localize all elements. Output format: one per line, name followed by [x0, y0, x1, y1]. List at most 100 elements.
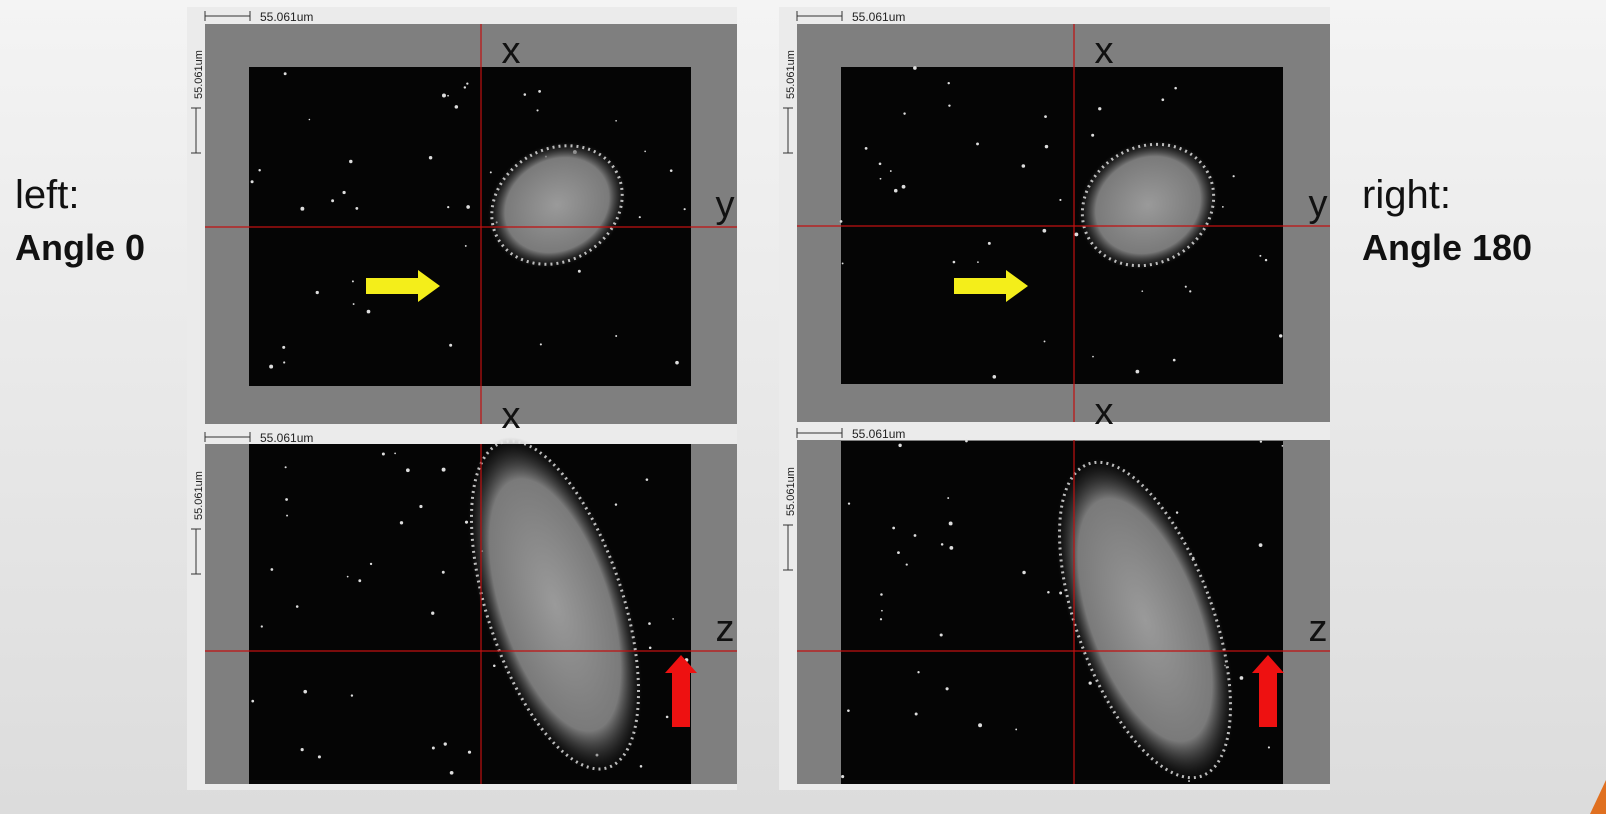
speckle	[447, 95, 449, 97]
speckle	[953, 261, 956, 264]
speckle	[284, 72, 287, 75]
speckle	[1189, 290, 1191, 292]
speckle	[879, 162, 882, 165]
speckle	[1185, 286, 1187, 288]
speckle	[684, 208, 686, 210]
speckle	[286, 515, 288, 517]
speckle	[615, 120, 617, 122]
speckle	[1022, 571, 1025, 574]
speckle	[892, 527, 895, 530]
speckle	[993, 375, 997, 379]
speckle	[1259, 255, 1261, 257]
speckle	[917, 671, 919, 673]
speckle	[400, 521, 403, 524]
speckle	[1260, 440, 1262, 442]
speckle	[258, 169, 260, 171]
speckle	[447, 206, 449, 208]
speckle	[672, 618, 674, 620]
speckle	[965, 440, 968, 443]
speckle	[897, 551, 900, 554]
speckle	[419, 505, 422, 508]
speckle	[1233, 175, 1235, 177]
speckle	[880, 593, 883, 596]
speckle	[251, 700, 254, 703]
speckle	[903, 112, 905, 114]
speckle	[442, 468, 446, 472]
speckle	[880, 178, 882, 180]
speckle	[370, 563, 372, 565]
speckle	[847, 709, 850, 712]
speckle	[316, 291, 319, 294]
image-panel: 55.061um55.061umz	[187, 416, 737, 793]
speckle	[842, 262, 844, 264]
speckle	[382, 453, 385, 456]
speckle	[342, 191, 345, 194]
speckle	[271, 568, 274, 571]
speckle	[1176, 511, 1178, 513]
axis-letter: z	[1309, 608, 1328, 650]
speckle	[1222, 206, 1224, 208]
speckle	[644, 151, 646, 153]
speckle	[988, 242, 991, 245]
speckle	[578, 270, 581, 273]
speckle	[1044, 340, 1046, 342]
speckle	[1042, 229, 1046, 233]
speckle	[615, 335, 617, 337]
speckle	[352, 280, 354, 282]
speckle	[367, 310, 371, 314]
speckle	[303, 690, 307, 694]
speckle	[538, 90, 541, 93]
speckle	[301, 748, 304, 751]
speckle	[251, 180, 254, 183]
axis-letter: y	[716, 184, 735, 226]
speckle	[941, 543, 944, 546]
speckle	[949, 546, 953, 550]
speckle	[349, 160, 352, 163]
speckle	[429, 156, 432, 159]
speckle	[646, 478, 649, 481]
slide: left: Angle 0 right: Angle 180 55.061um5…	[0, 0, 1606, 814]
caption: right:	[1362, 173, 1451, 217]
speckle	[1089, 681, 1092, 684]
speckle	[444, 742, 447, 745]
speckle	[865, 147, 868, 150]
speckle	[353, 303, 355, 305]
speckle	[881, 610, 883, 612]
speckle	[880, 618, 882, 620]
speckle	[1091, 134, 1094, 137]
speckle	[464, 86, 466, 88]
speckle	[976, 143, 979, 146]
speckle	[894, 189, 898, 193]
speckle	[490, 171, 492, 173]
speckle	[675, 361, 679, 365]
speckle	[331, 199, 334, 202]
speckle	[282, 346, 285, 349]
speckle	[1044, 115, 1047, 118]
speckle	[465, 245, 467, 247]
speckle	[1098, 107, 1101, 110]
speckle	[1092, 356, 1094, 358]
speckle	[1136, 370, 1140, 374]
speckle	[1161, 98, 1164, 101]
speckle	[890, 170, 892, 172]
axis-letter: x	[1095, 30, 1114, 72]
speckle	[1259, 543, 1263, 547]
speckle	[947, 497, 949, 499]
speckle	[449, 344, 452, 347]
speckle	[1074, 232, 1078, 236]
speckle	[455, 105, 459, 109]
speckle	[1240, 676, 1244, 680]
scale-label: 55.061um	[260, 431, 313, 445]
speckle	[394, 452, 396, 454]
speckle	[1059, 199, 1061, 201]
speckle	[915, 713, 918, 716]
speckle	[536, 109, 538, 111]
speckle	[283, 361, 285, 363]
speckle	[358, 579, 361, 582]
speckle	[914, 534, 917, 537]
scale-label: 55.061um	[852, 10, 905, 24]
speckle	[524, 93, 527, 96]
